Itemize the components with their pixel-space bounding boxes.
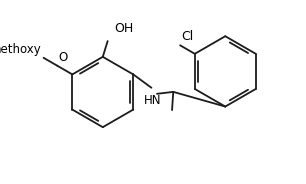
Text: HN: HN bbox=[144, 94, 161, 107]
Text: Cl: Cl bbox=[181, 30, 194, 43]
Text: OH: OH bbox=[114, 22, 134, 36]
Text: O: O bbox=[58, 51, 68, 64]
Text: methoxy: methoxy bbox=[0, 43, 41, 56]
